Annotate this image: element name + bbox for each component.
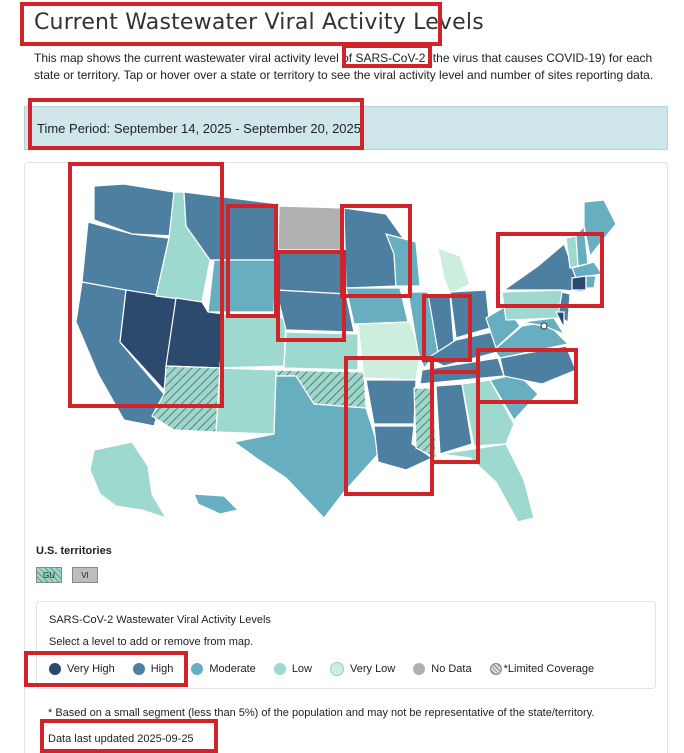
state-MI[interactable]: [437, 247, 471, 295]
state-AK[interactable]: [89, 441, 168, 520]
state-CT[interactable]: [571, 275, 587, 291]
legend-label: Low: [291, 663, 312, 675]
time-period-text: Time Period: September 14, 2025 - Septem…: [37, 121, 361, 136]
territory-vi[interactable]: VI: [72, 567, 98, 583]
legend-items: Very High High Moderate Low Very Low No …: [49, 662, 612, 676]
legend-label: Very High: [67, 663, 115, 675]
state-WY[interactable]: [207, 259, 277, 313]
state-ND[interactable]: [277, 205, 345, 251]
highlight-in-oh: [422, 294, 472, 362]
legend-subtitle: Select a level to add or remove from map…: [49, 636, 254, 648]
dc-marker[interactable]: [540, 322, 548, 330]
legend-label: High: [150, 663, 174, 675]
legend-label: No Data: [431, 663, 472, 675]
state-MD[interactable]: [521, 317, 566, 336]
map-description: This map shows the current wastewater vi…: [34, 51, 654, 82]
legend-no-data[interactable]: No Data: [413, 663, 472, 675]
state-MO[interactable]: [357, 321, 421, 381]
legend-limited[interactable]: *Limited Coverage: [489, 663, 595, 675]
highlight-mn: [340, 204, 412, 298]
legend-title: SARS-CoV-2 Wastewater Viral Activity Lev…: [49, 614, 271, 626]
data-updated: Data last updated 2025-09-25: [48, 733, 194, 745]
legend-label: *Limited Coverage: [503, 663, 595, 675]
legend-high[interactable]: High: [132, 663, 174, 675]
state-NM[interactable]: [215, 367, 277, 435]
state-AR[interactable]: [365, 379, 417, 425]
highlight-al-ga: [430, 370, 480, 464]
state-NE[interactable]: [275, 289, 355, 333]
legend-very-high[interactable]: Very High: [49, 663, 115, 675]
state-HI[interactable]: [193, 493, 240, 515]
high-swatch: [132, 663, 145, 675]
legend-moderate[interactable]: Moderate: [191, 663, 256, 675]
highlight-west: [68, 162, 224, 408]
state-TX[interactable]: [232, 375, 381, 519]
highlight-nc: [476, 348, 578, 404]
state-FL[interactable]: [439, 443, 535, 523]
state-GA[interactable]: [461, 379, 515, 447]
moderate-swatch: [191, 663, 204, 675]
very-high-swatch: [49, 663, 61, 675]
state-AL[interactable]: [435, 383, 473, 455]
legend-very-low[interactable]: Very Low: [330, 662, 395, 676]
state-IA[interactable]: [345, 287, 409, 325]
state-DE[interactable]: [555, 311, 565, 329]
very-low-swatch: [330, 662, 344, 676]
highlight-ny-ne: [496, 232, 604, 308]
state-RI[interactable]: [585, 275, 597, 289]
no-data-swatch: [413, 663, 426, 675]
low-swatch: [273, 663, 286, 675]
map-panel: [24, 162, 668, 753]
time-period-banner: Time Period: September 14, 2025 - Septem…: [24, 106, 668, 150]
us-wastewater-map[interactable]: [24, 162, 668, 542]
legend-panel: SARS-CoV-2 Wastewater Viral Activity Lev…: [36, 601, 656, 689]
legend-low[interactable]: Low: [273, 663, 312, 675]
territory-gu[interactable]: GU: [36, 567, 62, 583]
page-title: Current Wastewater Viral Activity Levels: [34, 10, 484, 35]
territories-heading: U.S. territories: [36, 545, 112, 557]
footnote: * Based on a small segment (less than 5%…: [48, 707, 595, 719]
limited-coverage-swatch: [489, 663, 502, 675]
legend-label: Moderate: [209, 663, 256, 675]
legend-label: Very Low: [350, 663, 396, 675]
state-SD[interactable]: [275, 249, 347, 295]
